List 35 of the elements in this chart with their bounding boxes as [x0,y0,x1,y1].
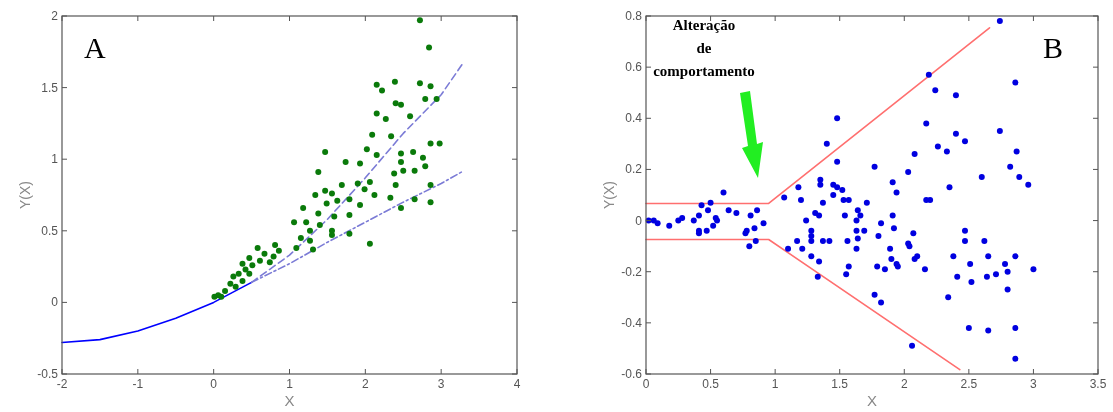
x-tick-label: 3.5 [1089,377,1107,391]
x-tick-label: -2 [56,377,68,391]
x-axis-title: X [866,392,878,409]
y-tick-label: 0 [635,213,643,228]
y-tick-label: 0.6 [625,60,643,75]
y-axis-title: Y(X) [17,181,33,209]
x-tick-label: 3 [1030,377,1038,391]
x-tick-label: 3 [437,377,445,391]
y-tick-label: -0.6 [621,367,643,381]
x-tick-label: 2 [900,377,908,391]
x-tick-label: 0.5 [702,377,720,391]
y-tick-label: -0.5 [37,367,59,381]
y-axis-title: Y(X) [601,181,617,209]
y-tick-label: 1.5 [41,80,59,95]
x-tick-label: 0 [210,377,218,391]
y-tick-label: 0.8 [625,9,643,23]
y-tick-label: 0.2 [625,162,643,177]
y-tick-label: 0 [51,295,59,310]
x-tick-label: 2.5 [960,377,978,391]
annotation: Alteração de comportamento [653,17,755,79]
annotation: A [84,31,106,64]
annotation: B [1043,31,1064,64]
y-tick-label: -0.2 [621,264,643,279]
y-tick-label: 2 [51,9,59,23]
x-tick-label: 1 [286,377,294,391]
y-tick-label: 0.5 [41,223,59,238]
y-tick-label: 0.4 [625,111,643,126]
y-tick-label: -0.4 [621,315,643,330]
x-tick-label: 1.5 [831,377,849,391]
x-tick-label: 4 [513,377,521,391]
x-tick-label: 1 [771,377,779,391]
y-tick-label: 1 [51,152,59,167]
x-tick-label: 2 [361,377,369,391]
x-axis-title: X [284,392,295,409]
x-tick-label: -1 [132,377,144,391]
